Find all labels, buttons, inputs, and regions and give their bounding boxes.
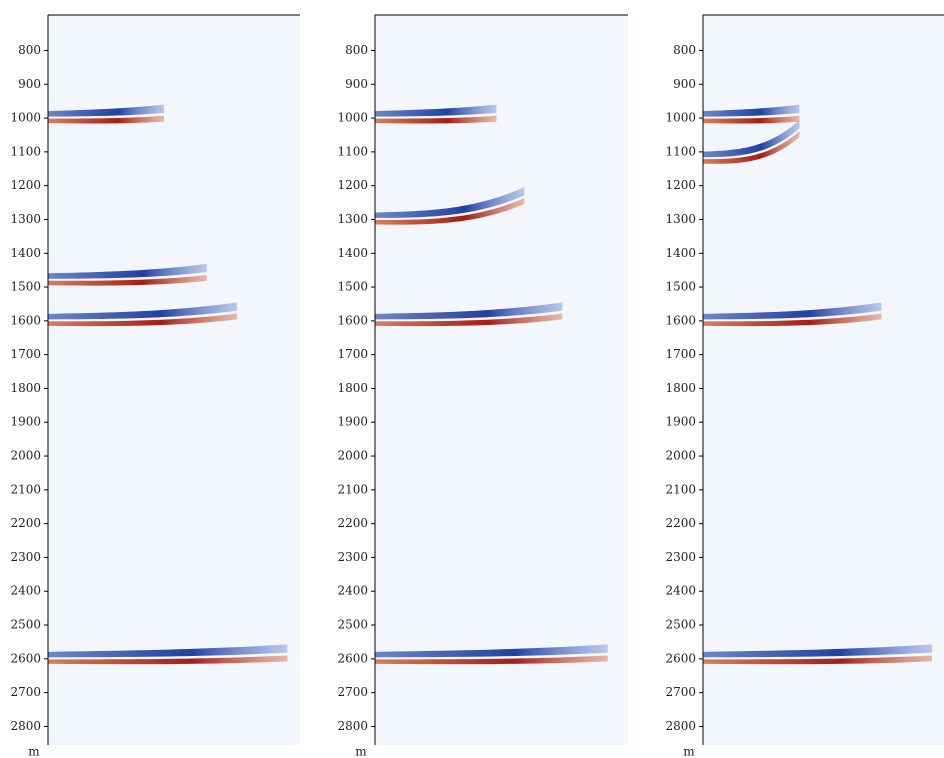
panel-background [703, 15, 944, 745]
y-tick-label: 2100 [337, 482, 368, 496]
y-tick-label: 2400 [665, 584, 696, 598]
y-tick-label: 1400 [665, 246, 696, 260]
y-tick-label: 2700 [337, 685, 368, 699]
y-tick-label: 1400 [337, 246, 368, 260]
y-tick-label: 1400 [10, 246, 41, 260]
y-axis-unit: m [355, 745, 367, 758]
y-tick-label: 2200 [337, 516, 368, 530]
y-tick-label: 800 [18, 43, 41, 57]
y-tick-label: 2600 [337, 651, 368, 665]
y-tick-label: 2200 [10, 516, 41, 530]
y-tick-label: 1100 [665, 144, 696, 158]
y-tick-label: 2100 [10, 482, 41, 496]
panel-background [375, 15, 628, 745]
y-tick-label: 1300 [337, 212, 368, 226]
y-tick-label: 1800 [10, 381, 41, 395]
y-tick-label: 2800 [337, 719, 368, 733]
page: 800 900 1000 1100 1200 1300 1400 1500 1600 1700 18… [0, 0, 944, 758]
y-tick-label: 800 [345, 43, 368, 57]
y-tick-label: 1700 [10, 347, 41, 361]
y-tick-label: 2100 [665, 482, 696, 496]
y-tick-label: 800 [673, 43, 696, 57]
y-axis-unit: m [683, 745, 695, 758]
y-tick-label: 1800 [337, 381, 368, 395]
y-tick-label: 1000 [10, 111, 41, 125]
y-tick-label: 900 [673, 77, 696, 91]
y-tick-label: 1100 [10, 144, 41, 158]
figure: 800 900 1000 1100 1200 1300 1400 1500 1600 1700 18… [0, 0, 944, 758]
y-tick-label: 2200 [665, 516, 696, 530]
y-tick-label: 1500 [665, 280, 696, 294]
panel-background [48, 15, 300, 745]
y-tick-label: 2500 [337, 618, 368, 632]
y-tick-label: 1200 [337, 178, 368, 192]
y-tick-label: 1300 [10, 212, 41, 226]
y-tick-label: 900 [18, 77, 41, 91]
y-tick-label: 1600 [665, 313, 696, 327]
y-tick-label: 1700 [337, 347, 368, 361]
y-tick-label: 2000 [665, 449, 696, 463]
y-tick-label: 2300 [665, 550, 696, 564]
y-tick-label: 2800 [10, 719, 41, 733]
y-tick-label: 2400 [10, 584, 41, 598]
y-tick-label: 1900 [10, 415, 41, 429]
y-tick-label: 1900 [665, 415, 696, 429]
y-axis-unit: m [28, 745, 40, 758]
y-tick-label: 2600 [665, 651, 696, 665]
y-tick-label: 2700 [10, 685, 41, 699]
y-tick-label: 1200 [665, 178, 696, 192]
y-tick-label: 2000 [10, 449, 41, 463]
y-tick-label: 1900 [337, 415, 368, 429]
y-tick-label: 2400 [337, 584, 368, 598]
y-tick-label: 1600 [10, 313, 41, 327]
y-tick-label: 2300 [10, 550, 41, 564]
y-tick-label: 2600 [10, 651, 41, 665]
y-tick-label: 1500 [10, 280, 41, 294]
y-tick-label: 1000 [665, 111, 696, 125]
y-tick-label: 2000 [337, 449, 368, 463]
y-tick-label: 2300 [337, 550, 368, 564]
y-tick-label: 1700 [665, 347, 696, 361]
y-tick-label: 2500 [665, 618, 696, 632]
y-tick-label: 2700 [665, 685, 696, 699]
y-tick-label: 1500 [337, 280, 368, 294]
y-tick-label: 1600 [337, 313, 368, 327]
y-tick-label: 900 [345, 77, 368, 91]
y-tick-label: 1800 [665, 381, 696, 395]
y-tick-label: 2500 [10, 618, 41, 632]
y-tick-label: 1200 [10, 178, 41, 192]
y-tick-label: 1100 [337, 144, 368, 158]
y-tick-label: 1300 [665, 212, 696, 226]
y-tick-label: 2800 [665, 719, 696, 733]
y-tick-label: 1000 [337, 111, 368, 125]
